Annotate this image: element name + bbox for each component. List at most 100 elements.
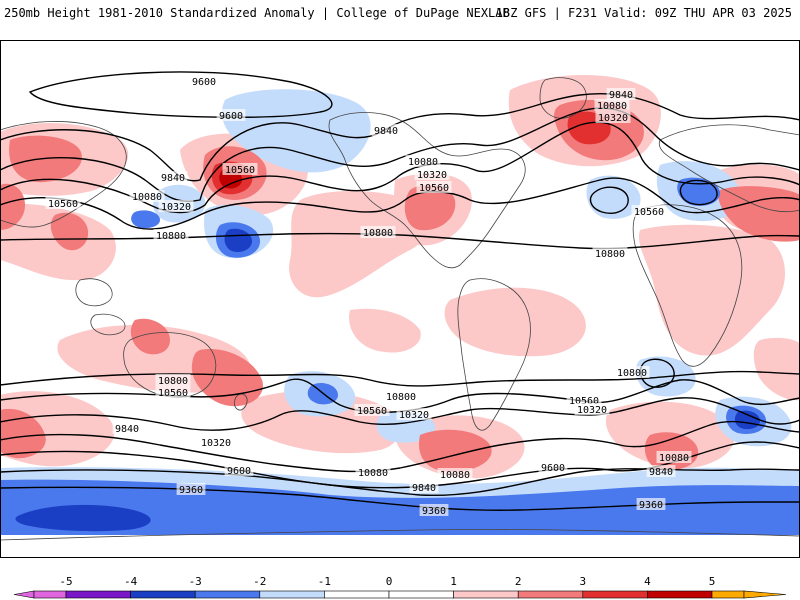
colorbar-segment xyxy=(711,590,745,599)
colorbar-tick-label: 5 xyxy=(709,575,716,588)
colorbar-segment xyxy=(259,590,325,599)
contour-label: 9840 xyxy=(412,483,436,494)
contour-label: 10080 xyxy=(597,101,627,112)
contour-label: 10560 xyxy=(225,165,255,176)
contour-label-bg xyxy=(646,465,676,477)
contour-label: 9840 xyxy=(115,424,139,435)
contour-label-bg xyxy=(414,168,450,180)
contour-label-bg xyxy=(606,88,636,100)
contour-label-bg xyxy=(176,483,206,495)
contour-label-bg xyxy=(409,481,439,493)
contour-label: 10080 xyxy=(358,468,388,479)
map-title: 250mb Height 1981-2010 Standardized Anom… xyxy=(4,6,510,20)
contour-label-bg xyxy=(112,422,142,434)
coastlines xyxy=(0,77,800,541)
contour-label: 10800 xyxy=(386,392,416,403)
contour-label-bg xyxy=(355,466,391,478)
contour-label: 9840 xyxy=(649,467,673,478)
colorbar-tick-label: 3 xyxy=(579,575,586,588)
colorbar-segment xyxy=(65,590,131,599)
contour-label-bg xyxy=(631,205,667,217)
contour-label: 9840 xyxy=(609,90,633,101)
contour-label-bg xyxy=(437,468,473,480)
contour-label-bg xyxy=(594,99,630,111)
contour-label: 10080 xyxy=(659,453,689,464)
contour-label: 10560 xyxy=(158,388,188,399)
contour-label-bg xyxy=(371,124,401,136)
contour-label: 9840 xyxy=(161,173,185,184)
contour-label: 9360 xyxy=(422,506,446,517)
contour-label: 10560 xyxy=(569,396,599,407)
contour-label: 9360 xyxy=(179,485,203,496)
contour-label-bg xyxy=(153,229,189,241)
colorbar-max-arrow xyxy=(743,590,787,599)
contour-label-bg xyxy=(155,374,191,386)
contour-label: 10320 xyxy=(598,113,628,124)
contour-label-bg xyxy=(198,436,234,448)
anomaly-map: 9600960098409840100801032010080103201056… xyxy=(0,40,800,558)
contour-label: 10800 xyxy=(158,376,188,387)
contour-label-bg xyxy=(155,386,191,398)
contour-label: 10320 xyxy=(201,438,231,449)
colorbar-min-arrow xyxy=(13,590,35,599)
contour-label: 9840 xyxy=(374,126,398,137)
contour-label: 10080 xyxy=(132,192,162,203)
contour-label: 10800 xyxy=(595,249,625,260)
contour-label: 10320 xyxy=(161,202,191,213)
contour-label-bg xyxy=(419,504,449,516)
colorbar-segment xyxy=(453,590,519,599)
contour-label: 10320 xyxy=(417,170,447,181)
colorbar-tick-label: 1 xyxy=(450,575,457,588)
contour-label-bg xyxy=(405,155,441,167)
contour-label-bg xyxy=(538,461,568,473)
model-run-info: 18Z GFS | F231 Valid: 09Z THU APR 03 202… xyxy=(495,6,792,20)
contour-label: 10560 xyxy=(634,207,664,218)
contour-label: 10320 xyxy=(577,405,607,416)
contour-label: 9600 xyxy=(227,466,251,477)
contour-label: 10320 xyxy=(399,410,429,421)
contour-label-bg xyxy=(224,464,254,476)
contour-label-bg xyxy=(636,498,666,510)
contour-label-bg xyxy=(592,247,628,259)
colorbar-segment xyxy=(388,590,454,599)
contour-label-bg xyxy=(614,366,650,378)
contour-label: 10560 xyxy=(357,406,387,417)
colorbar-segment xyxy=(647,590,713,599)
contour-label-bg xyxy=(45,197,81,209)
contour-label: 9600 xyxy=(219,111,243,122)
colorbar-tick-label: -5 xyxy=(59,575,72,588)
contour-label: 10800 xyxy=(617,368,647,379)
contour-label-bg xyxy=(222,163,258,175)
contour-label-bg xyxy=(595,111,631,123)
contour-label-bg xyxy=(396,408,432,420)
contour-label: 10800 xyxy=(156,231,186,242)
colorbar-swatches xyxy=(13,590,787,599)
contour-label-bg xyxy=(383,390,419,402)
colorbar-tick-label: -3 xyxy=(189,575,202,588)
contour-label-bg xyxy=(129,190,165,202)
colorbar-tick-label: 2 xyxy=(515,575,522,588)
contour-label: 10560 xyxy=(48,199,78,210)
contour-label: 9600 xyxy=(541,463,565,474)
colorbar-tick-label: -4 xyxy=(124,575,138,588)
contour-label-bg xyxy=(158,171,188,183)
contour-label-bg xyxy=(354,404,390,416)
colorbar: -5 -4 -3 -2 -1 0 1 2 3 4 5 xyxy=(13,575,787,599)
contour-label: 10560 xyxy=(419,183,449,194)
colorbar-segment xyxy=(582,590,648,599)
contour-label-bg xyxy=(574,403,610,415)
contour-label-bg xyxy=(656,451,692,463)
contour-label: 9600 xyxy=(192,77,216,88)
contour-labels: 9600960098409840100801032010080103201056… xyxy=(45,75,692,517)
contour-label: 10800 xyxy=(363,228,393,239)
colorbar-segment xyxy=(517,590,584,599)
colorbar-segment xyxy=(33,590,67,599)
colorbar-tick-label: 4 xyxy=(644,575,651,588)
contour-label: 9360 xyxy=(639,500,663,511)
colorbar-segment xyxy=(194,590,261,599)
colorbar-ticks: -5 -4 -3 -2 -1 0 1 2 3 4 5 xyxy=(59,575,715,588)
colorbar-segment xyxy=(324,590,390,599)
colorbar-tick-label: -1 xyxy=(318,575,331,588)
contour-label: 10080 xyxy=(440,470,470,481)
colorbar-tick-label: -2 xyxy=(253,575,266,588)
